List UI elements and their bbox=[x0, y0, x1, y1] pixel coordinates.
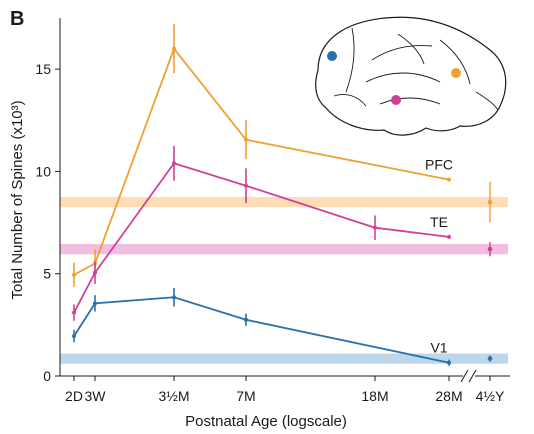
te-series-label: TE bbox=[430, 214, 448, 230]
te-series-line bbox=[73, 162, 450, 314]
te-adult-band bbox=[60, 244, 508, 255]
x-tick-label: 7M bbox=[236, 388, 255, 404]
v1-data-point bbox=[447, 360, 451, 365]
x-axis-break-icon bbox=[460, 369, 477, 383]
v1-adult-band bbox=[60, 353, 508, 364]
x-tick-label: 28M bbox=[435, 388, 462, 404]
pfc-data-point bbox=[72, 272, 76, 277]
pfc-adult-band bbox=[60, 197, 508, 208]
te-data-point bbox=[93, 270, 97, 275]
te-data-point bbox=[172, 161, 176, 166]
v1-adult-point bbox=[487, 356, 493, 361]
v1-data-point bbox=[244, 317, 248, 322]
y-tick-label: 10 bbox=[35, 163, 51, 179]
pfc-adult-point bbox=[487, 199, 493, 205]
te-data-point bbox=[72, 310, 76, 315]
x-tick-label: 3W bbox=[85, 388, 107, 404]
v1-location-dot bbox=[327, 51, 337, 61]
panel-label: B bbox=[10, 8, 24, 30]
te-data-point bbox=[373, 225, 377, 230]
y-tick-label: 15 bbox=[35, 61, 51, 77]
te-data-point bbox=[447, 234, 451, 239]
x-tick-label: 18M bbox=[361, 388, 388, 404]
axes bbox=[59, 18, 510, 383]
x-tick-label: 4½Y bbox=[476, 388, 505, 404]
x-tick-label: 3½M bbox=[158, 388, 189, 404]
te-data-point bbox=[244, 183, 248, 188]
v1-series-line bbox=[73, 296, 450, 364]
y-ticks: 0 5 10 15 bbox=[35, 61, 60, 384]
v1-data-point bbox=[172, 295, 176, 300]
series-layer: PFC TE V1 bbox=[72, 24, 493, 366]
v1-data-point bbox=[93, 301, 97, 306]
x-axis-label: Postnatal Age (logscale) bbox=[185, 413, 347, 430]
pfc-data-point bbox=[244, 137, 248, 142]
x-ticks: 2D 3W 3½M 7M 18M 28M 4½Y bbox=[65, 376, 505, 404]
pfc-data-point bbox=[447, 177, 451, 182]
x-tick-label: 2D bbox=[65, 388, 83, 404]
brain-inset-icon bbox=[315, 16, 507, 136]
te-adult-point bbox=[487, 246, 493, 252]
y-axis-label: Total Number of Spines (x10³) bbox=[9, 100, 26, 299]
v1-series-label: V1 bbox=[430, 340, 447, 356]
pfc-series-label: PFC bbox=[425, 157, 453, 173]
pfc-location-dot bbox=[451, 68, 461, 78]
adult-reference-bands bbox=[60, 197, 508, 364]
y-tick-label: 5 bbox=[43, 266, 51, 282]
v1-data-point bbox=[72, 334, 76, 339]
y-tick-label: 0 bbox=[43, 368, 51, 384]
pfc-data-point bbox=[172, 46, 176, 51]
te-location-dot bbox=[391, 95, 401, 105]
